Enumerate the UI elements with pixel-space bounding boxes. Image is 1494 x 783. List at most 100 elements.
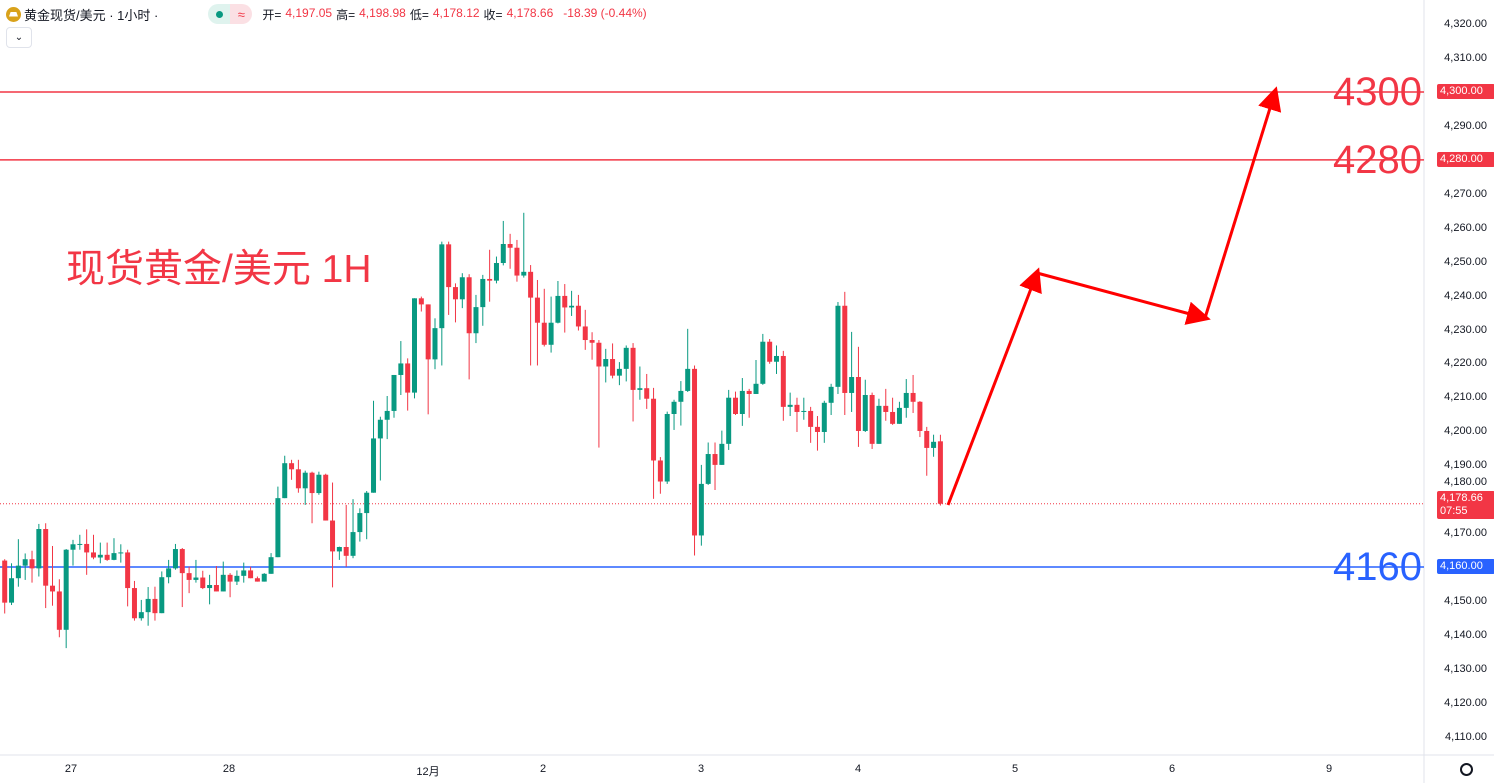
price-tick-label: 4,180.00 — [1444, 476, 1487, 488]
candle-body — [316, 474, 322, 494]
candle-body — [582, 326, 588, 341]
candle-body — [193, 577, 199, 580]
candle-body — [480, 278, 486, 308]
price-tick-label: 4,200.00 — [1444, 425, 1487, 438]
candle-body — [890, 411, 896, 424]
price-tick-label: 4,260.00 — [1444, 221, 1487, 234]
candle-body — [917, 401, 923, 431]
market-open-dot-icon — [208, 4, 231, 24]
wave-icon: ≈ — [230, 4, 253, 24]
level-price-tag: 4,300.00 — [1437, 84, 1494, 99]
candle-body — [77, 543, 83, 545]
candle-body — [862, 394, 868, 431]
candle-body — [323, 474, 329, 521]
bar-countdown: 07:55 — [1440, 505, 1468, 517]
level-price-tag: 4,280.00 — [1437, 151, 1494, 167]
candle-body — [603, 359, 609, 367]
candle-body — [43, 529, 49, 586]
candle-body — [452, 287, 458, 300]
candle-body — [227, 574, 233, 582]
candle-body — [869, 394, 875, 444]
candle-body — [896, 407, 902, 424]
candle-body — [166, 568, 172, 578]
candle-body — [937, 441, 943, 504]
price-tick-label: 4,110.00 — [1444, 730, 1487, 743]
candle-body — [125, 552, 131, 589]
candle-body — [630, 347, 636, 390]
symbol-title[interactable]: 黄金现货/美元 · 1小时 · — [24, 7, 159, 23]
price-tick-label: 4,310.00 — [1444, 52, 1487, 65]
candle-body — [514, 247, 520, 276]
price-tick-label: 4,320.00 — [1444, 18, 1487, 31]
candle-body — [425, 304, 431, 360]
candle-body — [924, 430, 930, 448]
time-tick-label: 28 — [222, 763, 236, 775]
candle-body — [487, 278, 493, 281]
candle-body — [213, 585, 219, 592]
candle-body — [548, 322, 554, 345]
level-label: 4300 — [1333, 70, 1422, 114]
candle-body — [186, 573, 192, 580]
candle-body — [179, 549, 185, 574]
candle-body — [268, 557, 274, 574]
candle-body — [835, 305, 841, 387]
candle-body — [63, 549, 69, 630]
candle-body — [931, 441, 937, 448]
candle-body — [9, 578, 15, 603]
time-tick-label: 4 — [854, 763, 862, 775]
price-tick-label: 4,270.00 — [1444, 187, 1487, 200]
candle-body — [746, 390, 752, 394]
candle-body — [589, 340, 595, 343]
time-tick-label: 9 — [1325, 763, 1333, 775]
candle-body — [883, 405, 889, 412]
level-label: 4280 — [1333, 137, 1422, 182]
candle-body — [131, 588, 137, 619]
close-label: 收= — [483, 7, 503, 22]
candle-body — [336, 547, 342, 552]
candle-body — [753, 383, 759, 394]
candle-body — [814, 426, 820, 432]
candle-body — [555, 295, 561, 323]
market-status-pill[interactable]: ≈ — [208, 4, 253, 24]
candle-body — [787, 404, 793, 407]
close-value: 4,178.66 — [506, 5, 554, 20]
candle-body — [821, 402, 827, 432]
settings-gear-icon[interactable] — [1460, 763, 1473, 776]
candle-body — [610, 359, 616, 376]
candle-body — [15, 565, 21, 579]
candle-body — [521, 271, 527, 276]
candle-body — [507, 244, 513, 248]
collapse-legend-button[interactable]: ⌄ — [6, 27, 32, 48]
candle-body — [104, 554, 110, 560]
candle-body — [289, 463, 295, 470]
candle-body — [876, 405, 882, 444]
candle-body — [90, 552, 96, 558]
candle-body — [705, 454, 711, 484]
price-tick-label: 4,150.00 — [1444, 594, 1487, 607]
candle-body — [733, 397, 739, 414]
time-tick-label: 12月 — [416, 766, 440, 778]
candle-body — [241, 570, 247, 576]
gold-symbol-icon — [6, 6, 21, 22]
price-tick-label: 4,230.00 — [1444, 323, 1487, 336]
candle-body — [138, 612, 144, 619]
candle-body — [726, 397, 732, 444]
candle-body — [432, 328, 438, 360]
candle-body — [405, 363, 411, 393]
candle-body — [391, 374, 397, 411]
candle-body — [350, 532, 356, 556]
candle-body — [97, 554, 103, 558]
candle-body — [575, 305, 581, 327]
price-tick-label: 4,220.00 — [1444, 357, 1487, 370]
candle-body — [534, 297, 540, 323]
candle-body — [84, 543, 90, 553]
candle-body — [773, 355, 779, 362]
time-tick-label: 5 — [1011, 763, 1019, 775]
candle-body — [794, 404, 800, 412]
candle-body — [562, 295, 568, 308]
candle-body — [671, 401, 677, 414]
candle-body — [371, 438, 377, 493]
candle-body — [295, 469, 301, 489]
time-tick-label: 2 — [539, 763, 547, 775]
